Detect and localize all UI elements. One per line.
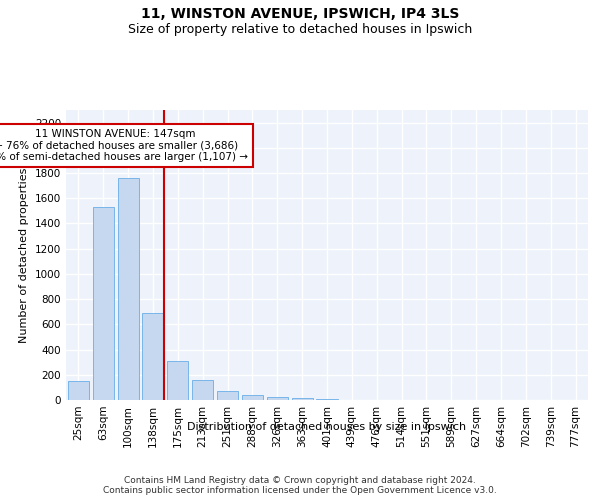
Bar <box>217 390 238 400</box>
Text: 11 WINSTON AVENUE: 147sqm
← 76% of detached houses are smaller (3,686)
23% of se: 11 WINSTON AVENUE: 147sqm ← 76% of detac… <box>0 129 248 162</box>
Bar <box>316 399 338 400</box>
Text: Size of property relative to detached houses in Ipswich: Size of property relative to detached ho… <box>128 22 472 36</box>
Bar <box>192 380 213 400</box>
Bar <box>142 313 164 400</box>
Y-axis label: Number of detached properties: Number of detached properties <box>19 168 29 342</box>
Text: Distribution of detached houses by size in Ipswich: Distribution of detached houses by size … <box>187 422 467 432</box>
Bar <box>242 395 263 400</box>
Text: 11, WINSTON AVENUE, IPSWICH, IP4 3LS: 11, WINSTON AVENUE, IPSWICH, IP4 3LS <box>141 8 459 22</box>
Bar <box>267 397 288 400</box>
Text: Contains HM Land Registry data © Crown copyright and database right 2024.
Contai: Contains HM Land Registry data © Crown c… <box>103 476 497 495</box>
Bar <box>93 207 114 400</box>
Bar <box>292 398 313 400</box>
Bar <box>167 361 188 400</box>
Bar <box>118 178 139 400</box>
Bar <box>68 381 89 400</box>
